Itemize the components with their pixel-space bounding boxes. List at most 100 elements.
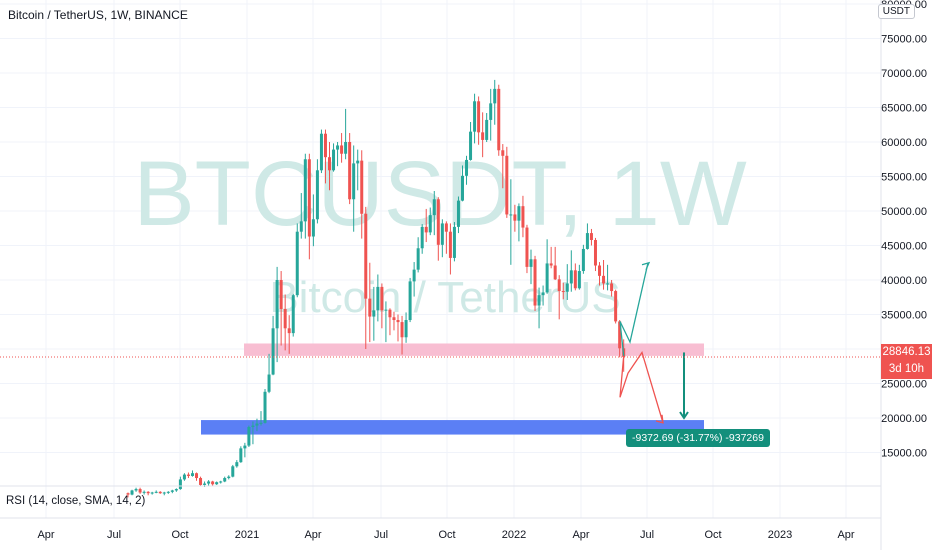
pink-support-zone xyxy=(244,343,704,356)
candle-body xyxy=(618,321,622,349)
measure-arrow-head xyxy=(679,411,689,420)
candle-body xyxy=(307,159,311,237)
time-axis-label: Apr xyxy=(37,529,54,541)
candle-body xyxy=(207,481,211,484)
candle-body xyxy=(396,320,400,323)
candle-body xyxy=(505,155,509,215)
candle-body xyxy=(352,163,356,200)
candle-body xyxy=(473,101,477,132)
time-axis-label: Jul xyxy=(107,529,121,541)
candle-body xyxy=(231,466,235,477)
candle-body xyxy=(481,132,485,140)
candle-body xyxy=(416,248,420,270)
candle-body xyxy=(593,239,597,266)
projection-drawings[interactable] xyxy=(619,261,689,424)
time-axis-label: Jul xyxy=(374,529,388,541)
candle-body xyxy=(215,482,219,485)
candle-body xyxy=(610,283,614,292)
candle-body xyxy=(263,391,267,423)
candle-body xyxy=(581,248,585,272)
time-axis[interactable]: Apr Jul Oct 2021 Apr Jul Oct 2022 Apr Jul Oct 2023 A… xyxy=(37,529,854,541)
candle-body xyxy=(247,426,251,446)
candle-body xyxy=(549,263,553,266)
candle-body xyxy=(219,481,223,483)
candle-body xyxy=(456,200,460,227)
price-axis-label: 25000.00 xyxy=(881,379,927,391)
candle-body xyxy=(577,271,581,289)
candle-body xyxy=(174,489,178,491)
candle-body xyxy=(424,226,428,233)
bullish-projection-path xyxy=(619,262,649,356)
candle-body xyxy=(267,374,271,392)
candle-body xyxy=(287,328,291,334)
candle-body xyxy=(489,103,493,120)
candle-body xyxy=(243,445,247,449)
candle-body xyxy=(606,283,610,285)
time-axis-label: 2021 xyxy=(235,529,259,541)
candle-body xyxy=(561,291,565,293)
candle-body xyxy=(315,170,319,220)
candle-body xyxy=(142,491,146,493)
candle-body xyxy=(533,259,537,306)
price-axis-label: 50000.00 xyxy=(881,206,927,218)
symbol-title[interactable]: Bitcoin / TetherUS, 1W, BINANCE xyxy=(8,8,188,22)
time-axis-label: Apr xyxy=(572,529,589,541)
price-axis-label: 60000.00 xyxy=(881,137,927,149)
candle-body xyxy=(146,491,150,494)
price-axis-label: 65000.00 xyxy=(881,103,927,115)
candle-body xyxy=(380,286,384,311)
candle-body xyxy=(585,233,589,249)
price-axis[interactable]: 80000.0075000.0070000.0065000.0060000.00… xyxy=(881,0,927,460)
bearish-projection-path xyxy=(619,350,664,424)
candle-body xyxy=(364,213,368,299)
candle-body xyxy=(319,133,323,171)
candle-body xyxy=(227,476,231,479)
candle-body xyxy=(130,490,134,495)
candle-body xyxy=(444,223,448,232)
support-zones xyxy=(201,343,704,435)
candle-body xyxy=(332,149,336,171)
price-axis-label: 15000.00 xyxy=(881,448,927,460)
candle-body xyxy=(460,175,464,201)
watermark-symbol: BTCUSDT, 1W xyxy=(133,143,747,245)
candle-body xyxy=(553,265,557,280)
rsi-indicator-label[interactable]: RSI (14, close, SMA, 14, 2) xyxy=(6,495,146,507)
candle-body xyxy=(138,489,142,493)
candle-body xyxy=(283,308,287,329)
candle-body xyxy=(311,219,315,237)
blue-support-zone xyxy=(201,420,704,435)
candle-body xyxy=(569,270,573,284)
candle-body xyxy=(448,231,452,258)
time-axis-label: Oct xyxy=(438,529,455,541)
candle-body xyxy=(384,309,388,311)
candle-body xyxy=(158,491,162,494)
candle-body xyxy=(408,281,412,321)
candle-body xyxy=(299,221,303,232)
candle-body xyxy=(469,131,473,160)
candle-body xyxy=(340,145,344,154)
candle-body xyxy=(368,298,372,317)
candle-body xyxy=(235,462,239,467)
candle-body xyxy=(328,157,331,171)
candle-body xyxy=(251,425,255,427)
time-axis-label: 2022 xyxy=(502,529,526,541)
candle-body xyxy=(303,159,307,222)
candle-body xyxy=(356,160,360,164)
candle-body xyxy=(150,492,154,494)
candle-body xyxy=(323,133,327,158)
candle-body xyxy=(485,119,489,140)
candle-body xyxy=(203,483,207,485)
candle-body xyxy=(223,478,227,482)
watermark-description: Bitcoin / TetherUS xyxy=(269,273,620,322)
candle-body xyxy=(509,214,513,216)
time-axis-label: 2023 xyxy=(768,529,792,541)
candle-body xyxy=(404,320,408,338)
candle-body xyxy=(186,474,190,476)
candle-body xyxy=(440,223,444,245)
candle-body xyxy=(598,265,602,276)
candle-body xyxy=(199,478,203,485)
currency-label[interactable]: USDT xyxy=(877,4,915,19)
bearish-projection-arrowhead xyxy=(655,414,664,424)
